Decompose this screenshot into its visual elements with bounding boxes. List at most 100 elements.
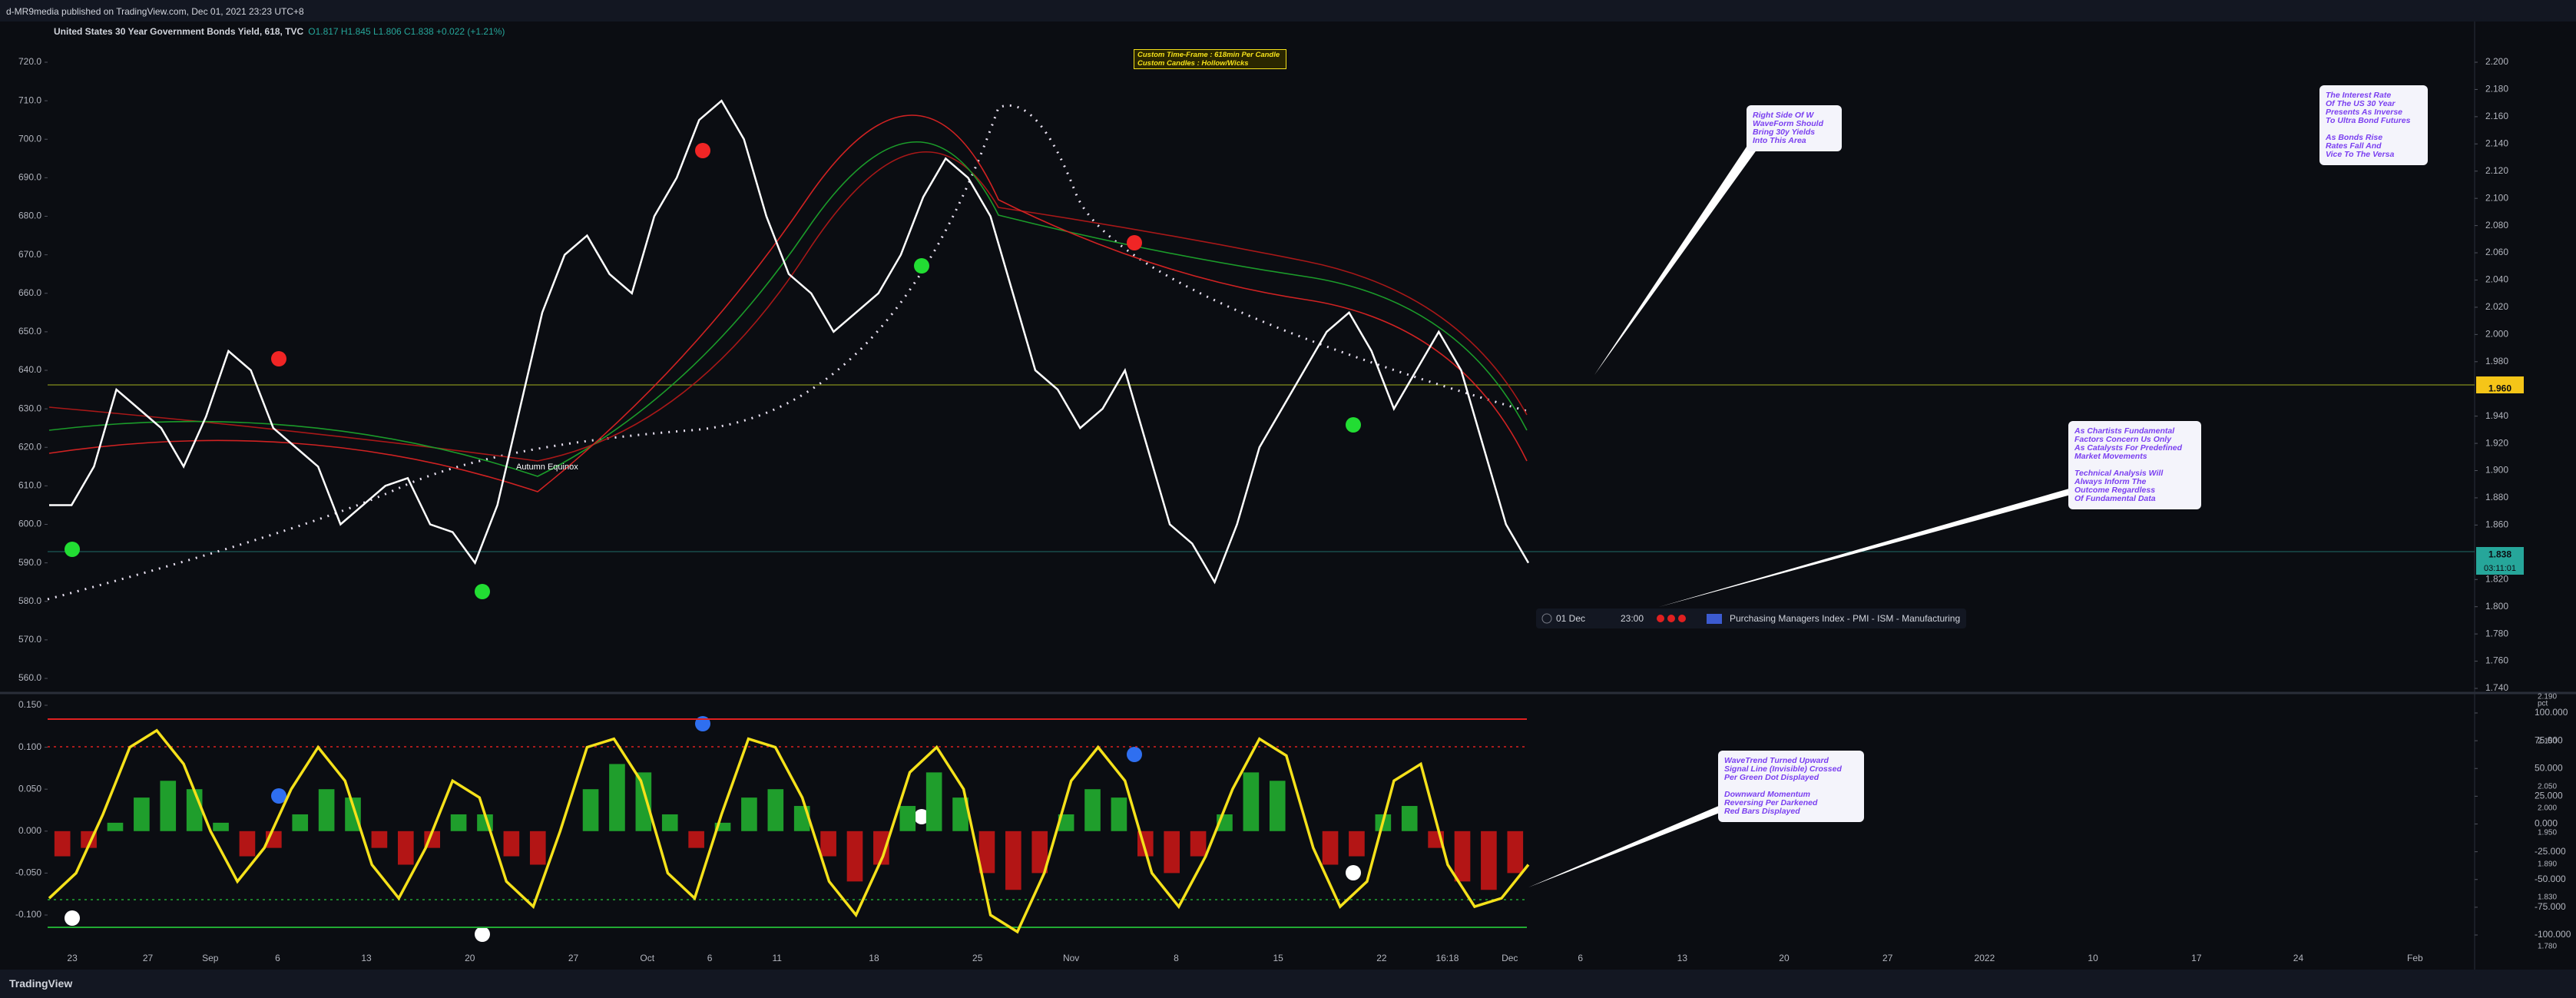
x-tick-label: 15 — [1273, 953, 1283, 963]
x-tick-label: 6 — [275, 953, 280, 963]
tick-label: 680.0 — [18, 211, 41, 221]
note-line: Factors Concern Us Only — [2074, 435, 2172, 444]
osc-extra-label: 2.190 — [2538, 693, 2557, 701]
histogram-bar — [1243, 772, 1260, 831]
note-line: WaveTrend Turned Upward — [1724, 756, 1829, 765]
note-line: As Chartists Fundamental — [2074, 426, 2175, 436]
x-tick-label: 25 — [972, 953, 983, 963]
tick-label: 2.200 — [2485, 56, 2508, 67]
note-line: Rates Fall And — [2326, 141, 2382, 151]
histogram-bar — [371, 831, 388, 848]
legend-box: Custom Time-Frame : 618min Per Candle Cus… — [1134, 49, 1286, 69]
moving-average-dots — [47, 104, 1528, 601]
note: The Interest Rate Of The US 30 Year Presen… — [2319, 85, 2428, 165]
tick-label: 590.0 — [18, 557, 41, 568]
histogram-bar — [54, 831, 71, 857]
histogram-bar — [1349, 831, 1365, 857]
osc-extra-label: 2.050 — [2538, 783, 2557, 791]
histogram-bar — [952, 797, 968, 831]
note-line: Of The US 30 Year — [2326, 99, 2396, 108]
histogram-bar — [186, 789, 203, 831]
histogram-bar — [899, 806, 916, 831]
histogram-bar — [846, 831, 863, 882]
histogram-bar — [873, 831, 889, 865]
x-tick-label: 22 — [1376, 953, 1387, 963]
legend-line: Custom Candles : Hollow/Wicks — [1137, 59, 1249, 68]
histogram-bar — [1164, 831, 1180, 874]
x-tick-label: 23 — [67, 953, 78, 963]
x-tick-label: 10 — [2088, 953, 2098, 963]
note-line: Into This Area — [1753, 136, 1806, 145]
x-tick-label: Nov — [1063, 953, 1079, 963]
price-tag — [2476, 376, 2524, 393]
note-line: Bring 30y Yields — [1753, 128, 1816, 137]
tick-label: 1.800 — [2485, 601, 2508, 612]
tick-label: 0.000 — [2535, 818, 2558, 829]
histogram-bar — [107, 822, 124, 831]
flag — [1707, 614, 1722, 624]
histogram-bar — [767, 789, 784, 831]
tick-label: 610.0 — [18, 480, 41, 491]
histogram-bar — [820, 831, 836, 857]
tick-label: 2.060 — [2485, 247, 2508, 257]
tick-label: 0.100 — [18, 741, 41, 752]
histogram-bar — [582, 789, 599, 831]
histogram-bar — [239, 831, 256, 857]
histogram-bar — [292, 814, 309, 831]
histogram-bar — [609, 764, 625, 831]
note-line: Vice To The Versa — [2326, 150, 2395, 159]
histogram-bar — [1322, 831, 1339, 865]
x-tick-label: 6 — [707, 953, 713, 963]
note-line: Right Side Of W — [1753, 111, 1814, 120]
tick-label: 600.0 — [18, 519, 41, 529]
publisher: d-MR9media published on TradingView.com,… — [6, 6, 304, 17]
x-tick-label: 20 — [465, 953, 475, 963]
tick-label: 75.000 — [2535, 734, 2563, 745]
histogram-bar — [213, 822, 229, 831]
x-tick-label: 17 — [2191, 953, 2202, 963]
histogram-bar — [1058, 814, 1074, 831]
note-line: Outcome Regardless — [2074, 486, 2156, 495]
event-icon — [1541, 613, 1552, 624]
histogram-bar — [661, 814, 678, 831]
tick-label: 2.080 — [2485, 220, 2508, 230]
x-tick-label: 20 — [1779, 953, 1790, 963]
note-line: Of Fundamental Data — [2074, 494, 2156, 503]
note-line: To Ultra Bond Futures — [2326, 116, 2411, 125]
event-importance — [1657, 615, 1686, 622]
price-mark-label: 1.960 — [2488, 383, 2511, 393]
x-tick-label: 6 — [1578, 953, 1583, 963]
x-tick-label: Oct — [640, 953, 654, 963]
histogram-bar — [1269, 781, 1286, 831]
tick-label: 100.000 — [2535, 707, 2568, 718]
tick-label: 640.0 — [18, 364, 41, 375]
tick-label: 1.860 — [2485, 519, 2508, 530]
event-row — [1536, 608, 1966, 628]
tick-label: -100.000 — [2535, 929, 2571, 940]
tick-label: 580.0 — [18, 595, 41, 606]
osc-extra-label: 2.150 — [2538, 738, 2557, 746]
tick-label: 690.0 — [18, 172, 41, 183]
note: WaveTrend Turned Upward Signal Line (Invi… — [1718, 751, 1864, 822]
osc-extra-label: 2.000 — [2538, 804, 2557, 813]
note-line: Downward Momentum — [1724, 790, 1810, 799]
note-line: Technical Analysis Will — [2074, 469, 2164, 478]
note: Right Side Of W WaveForm Should Bring 30y … — [1747, 105, 1842, 151]
x-tick-label: 27 — [1882, 953, 1893, 963]
tick-label: 700.0 — [18, 133, 41, 144]
tick-label: 660.0 — [18, 287, 41, 298]
histogram-bar — [318, 789, 335, 831]
tick-label: 0.150 — [18, 699, 41, 710]
x-tick-label: Sep — [202, 953, 219, 963]
histogram-bar — [925, 772, 942, 831]
histogram-bar — [1084, 789, 1101, 831]
footer: TradingView — [9, 977, 73, 990]
histogram-bar — [1454, 831, 1471, 882]
osc-extra-label: 1.830 — [2538, 894, 2557, 902]
histogram-bar — [1031, 831, 1048, 874]
osc-extra-label: 1.890 — [2538, 860, 2557, 869]
tick-label: 670.0 — [18, 249, 41, 260]
note-line: As Bonds Rise — [2326, 133, 2383, 142]
